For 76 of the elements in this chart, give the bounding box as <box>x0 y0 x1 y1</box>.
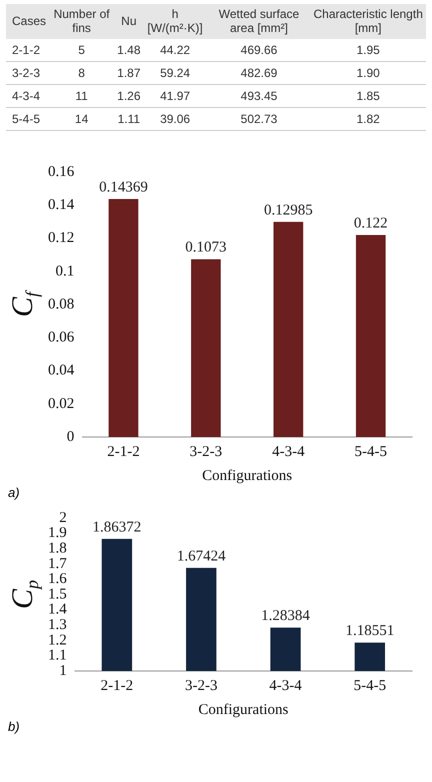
y-tick-label: 1.5 <box>48 586 67 602</box>
y-tick-label: 2 <box>59 510 67 526</box>
x-tick-label: h [W/(m²·K)] <box>142 4 208 39</box>
data-label: 1.11 <box>116 110 142 128</box>
x-tick-label: Characteristic length [mm] <box>310 4 426 39</box>
x-tick-label: 5-4-5 <box>354 444 388 460</box>
data-label: 1.85 <box>356 88 381 105</box>
y-tick-label: 1 <box>59 662 67 679</box>
y-axis-title: Cases <box>6 4 48 39</box>
y-axis-title: Cf <box>6 288 42 317</box>
y-tick-label: 0.06 <box>48 329 75 346</box>
y-tick-label: 1.7 <box>48 556 68 572</box>
data-label: 493.45 <box>240 88 278 105</box>
bar <box>108 198 138 437</box>
data-label: 482.69 <box>240 64 278 82</box>
data-label: 5 <box>77 42 86 59</box>
data-label: 1.90 <box>356 64 381 82</box>
data-label: 39.06 <box>159 110 192 128</box>
data-label: 1.82 <box>356 110 381 128</box>
x-tick-label: Number of fins <box>48 4 116 39</box>
x-axis-title: Configurations <box>202 468 292 484</box>
data-label: 1.67424 <box>176 548 226 564</box>
y-tick-label: 0 <box>66 428 74 445</box>
data-label: 1.26 <box>116 88 142 105</box>
y-tick-label: 1.6 <box>48 570 68 587</box>
y-axis-title: Cp <box>6 580 42 609</box>
data-label: 8 <box>77 64 86 82</box>
bar <box>356 234 386 437</box>
data-label: 0.122 <box>354 215 388 232</box>
bar <box>191 259 221 437</box>
data-label: 59.24 <box>159 64 192 82</box>
x-tick-label: 3-2-3 <box>184 678 218 694</box>
data-label: 11 <box>74 88 89 105</box>
y-tick-label: 0.02 <box>48 396 74 412</box>
y-tick-label: 0.08 <box>48 296 74 312</box>
x-tick-label: Nu <box>115 4 143 39</box>
y-tick-label: 0.14 <box>48 196 75 213</box>
y-tick-label: 1.1 <box>48 647 67 664</box>
data-label: 1.48 <box>116 42 142 59</box>
y-tick-label: 0.12 <box>48 230 74 246</box>
y-tick-label: 0.16 <box>48 164 75 180</box>
bar <box>274 222 304 437</box>
text: b) <box>8 718 21 735</box>
x-tick-label: 3-2-3 <box>190 444 222 460</box>
y-tick-label: 1.4 <box>48 602 68 618</box>
data-label: 0.1073 <box>185 240 227 256</box>
text: a) <box>8 484 21 501</box>
x-tick-label: Wetted surface area [mm²] <box>208 4 310 39</box>
y-tick-label: 1.8 <box>48 540 67 556</box>
x-tick-label: 5-4-5 <box>354 678 386 694</box>
data-label: 44.22 <box>159 42 192 59</box>
data-label: 14 <box>74 110 90 128</box>
data-label: 0.14369 <box>99 179 148 196</box>
y-tick-label: 4-3-4 <box>11 88 42 105</box>
y-tick-label: 0.1 <box>56 263 74 280</box>
x-tick-label: 2-1-2 <box>100 678 134 694</box>
x-tick-label: 4-3-4 <box>269 678 302 694</box>
y-tick-label: 5-4-5 <box>11 110 42 128</box>
data-label: 1.18551 <box>345 622 394 639</box>
data-label: 502.73 <box>240 110 278 128</box>
y-tick-label: 1.3 <box>48 616 67 633</box>
data-label: 469.66 <box>240 42 278 59</box>
data-label: 41.97 <box>159 88 192 105</box>
y-tick-label: 0.04 <box>48 362 75 378</box>
data-label: 1.95 <box>356 42 381 59</box>
data-label: 1.87 <box>116 64 142 82</box>
data-label: 0.12985 <box>264 202 313 218</box>
y-tick-label: 3-2-3 <box>11 64 42 82</box>
x-tick-label: 2-1-2 <box>107 444 140 460</box>
x-axis-title: Configurations <box>198 702 289 718</box>
y-tick-label: 1.9 <box>48 525 67 542</box>
y-tick-label: 1.2 <box>48 632 67 648</box>
data-label: 1.86372 <box>92 519 142 536</box>
x-tick-label: 4-3-4 <box>272 444 306 460</box>
y-tick-label: 2-1-2 <box>11 42 42 59</box>
data-label: 1.28384 <box>261 608 310 624</box>
